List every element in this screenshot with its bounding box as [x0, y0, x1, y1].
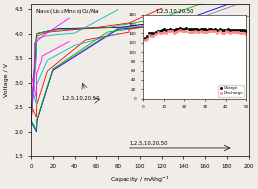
X-axis label: Capacity / mAhg$^{-1}$: Capacity / mAhg$^{-1}$: [110, 174, 170, 185]
Y-axis label: Voltage / V: Voltage / V: [4, 63, 9, 97]
Text: 1,2,5,10,20,50: 1,2,5,10,20,50: [129, 141, 167, 146]
Text: 1,2,5,10,20,50: 1,2,5,10,20,50: [62, 95, 100, 101]
Text: Na$_{0.6}$(Li$_{0.2}$Mn$_{0.8}$)O$_2$/Na: Na$_{0.6}$(Li$_{0.2}$Mn$_{0.8}$)O$_2$/Na: [35, 7, 101, 16]
Text: 1,2,5,10,20,50: 1,2,5,10,20,50: [155, 9, 194, 14]
